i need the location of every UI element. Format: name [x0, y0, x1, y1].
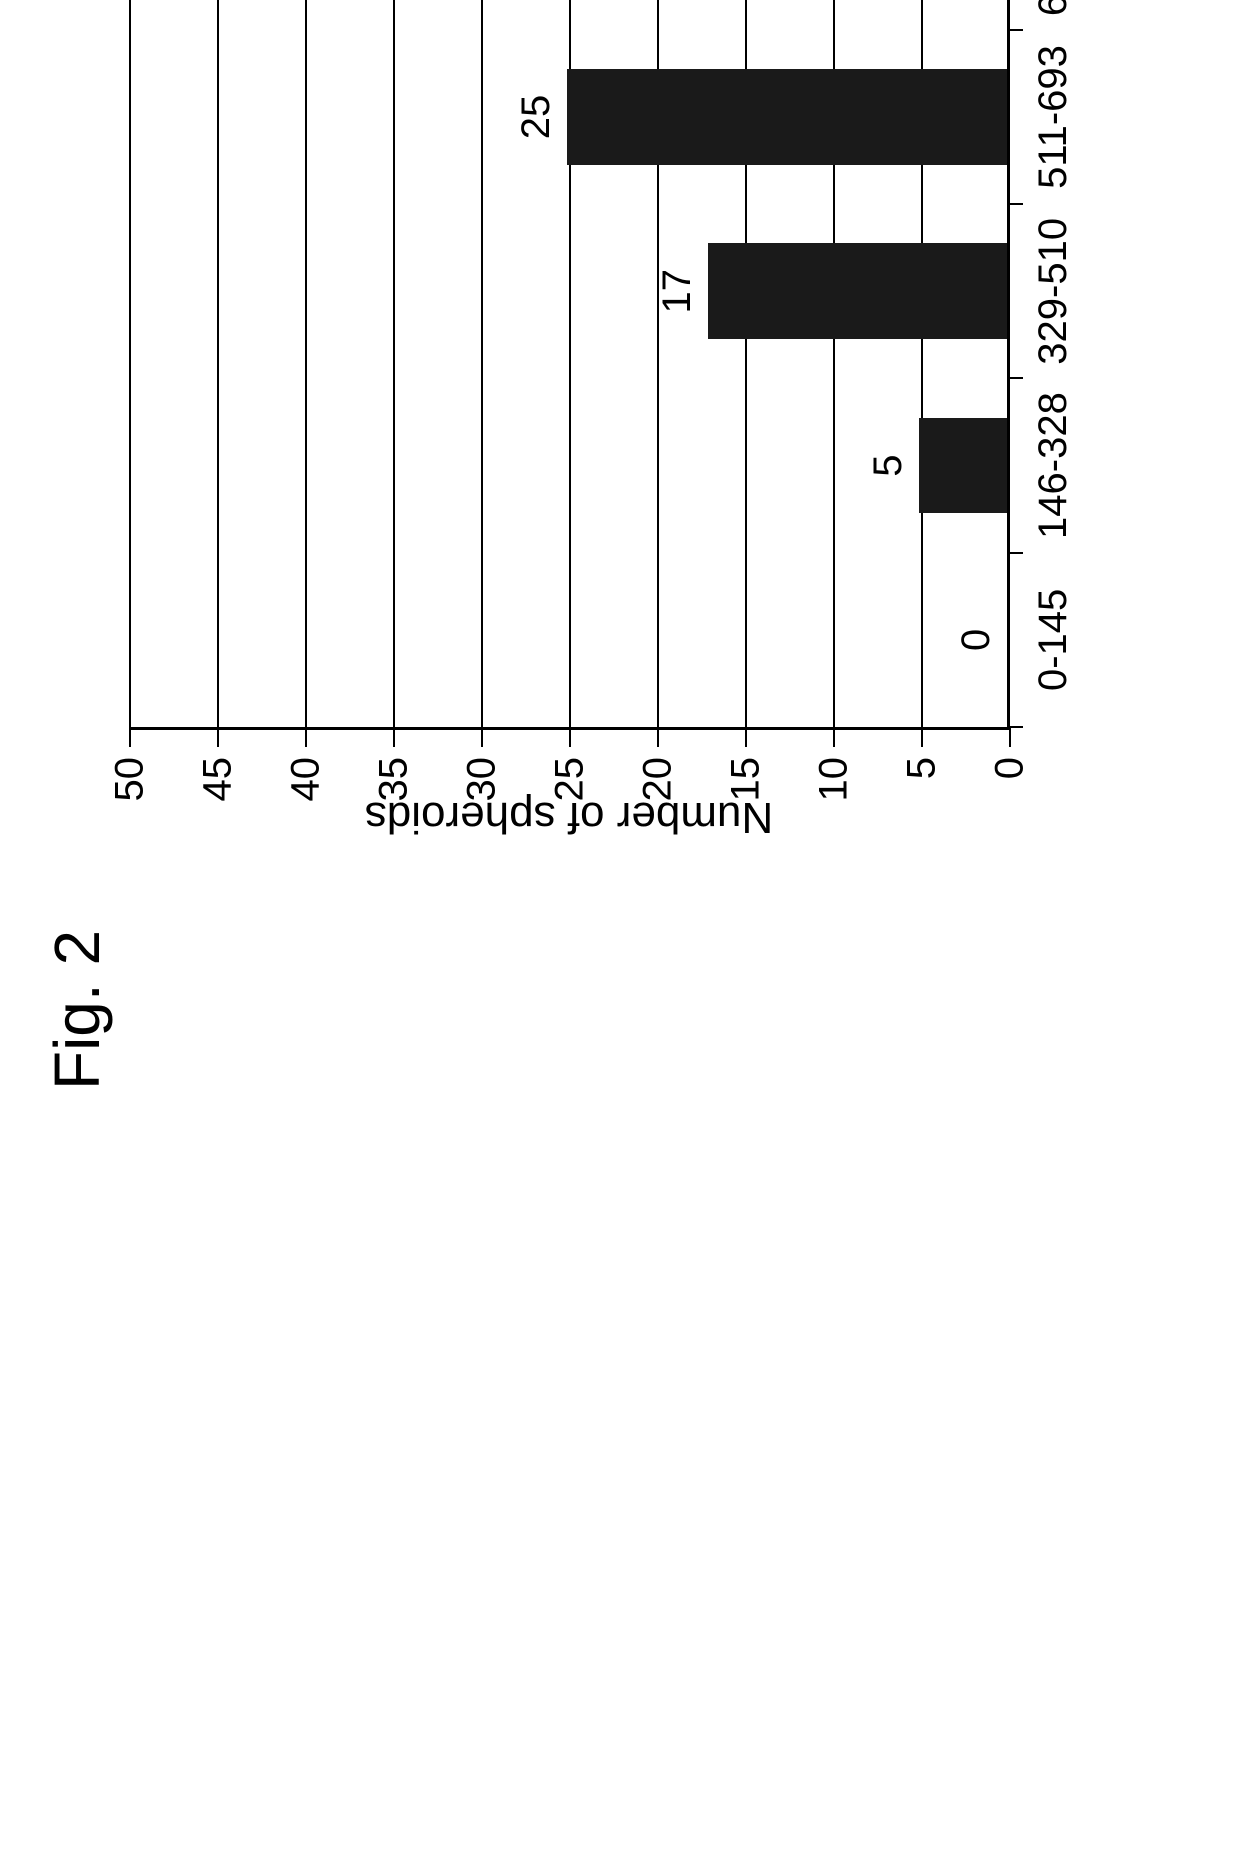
bar-chart: Number of spheroids 05101520253035404550… [130, 0, 1150, 860]
y-tick-label: 50 [108, 727, 153, 802]
bar-value-label: 0 [954, 629, 1007, 651]
gridline [393, 0, 395, 727]
y-tick-label: 40 [284, 727, 329, 802]
figure-label: Fig. 2 [40, 930, 114, 1090]
x-tick [1007, 29, 1023, 31]
bar: 17 [708, 243, 1007, 339]
x-tick-label: 694-875 [1007, 0, 1076, 16]
x-tick-label: 511-693 [1007, 45, 1076, 189]
y-tick-label: 10 [812, 727, 857, 802]
y-tick-label: 20 [636, 727, 681, 802]
bar: 5 [919, 418, 1007, 514]
y-tick-label: 0 [988, 727, 1033, 779]
gridline [129, 0, 131, 727]
x-tick-label: 146-328 [1007, 392, 1076, 539]
plot-box: Number of spheroids 05101520253035404550… [130, 0, 1010, 730]
bar-value-label: 25 [514, 95, 567, 140]
x-tick [1007, 552, 1023, 554]
y-tick-label: 25 [548, 727, 593, 802]
x-tick [1007, 377, 1023, 379]
gridline [217, 0, 219, 727]
x-tick-label: 329-510 [1007, 218, 1076, 365]
x-tick [1007, 203, 1023, 205]
x-tick-label: 0-145 [1007, 589, 1076, 691]
y-tick-label: 30 [460, 727, 505, 802]
bar: 25 [567, 69, 1007, 165]
y-tick-label: 5 [900, 727, 945, 779]
figure-container: Fig. 2 Number of spheroids 0510152025303… [0, 0, 1240, 1240]
bar-value-label: 17 [655, 269, 708, 314]
gridline [305, 0, 307, 727]
bar-value-label: 5 [866, 454, 919, 476]
y-tick-label: 45 [196, 727, 241, 802]
x-tick [1007, 726, 1023, 728]
y-tick-label: 15 [724, 727, 769, 802]
y-tick-label: 35 [372, 727, 417, 802]
gridline [481, 0, 483, 727]
